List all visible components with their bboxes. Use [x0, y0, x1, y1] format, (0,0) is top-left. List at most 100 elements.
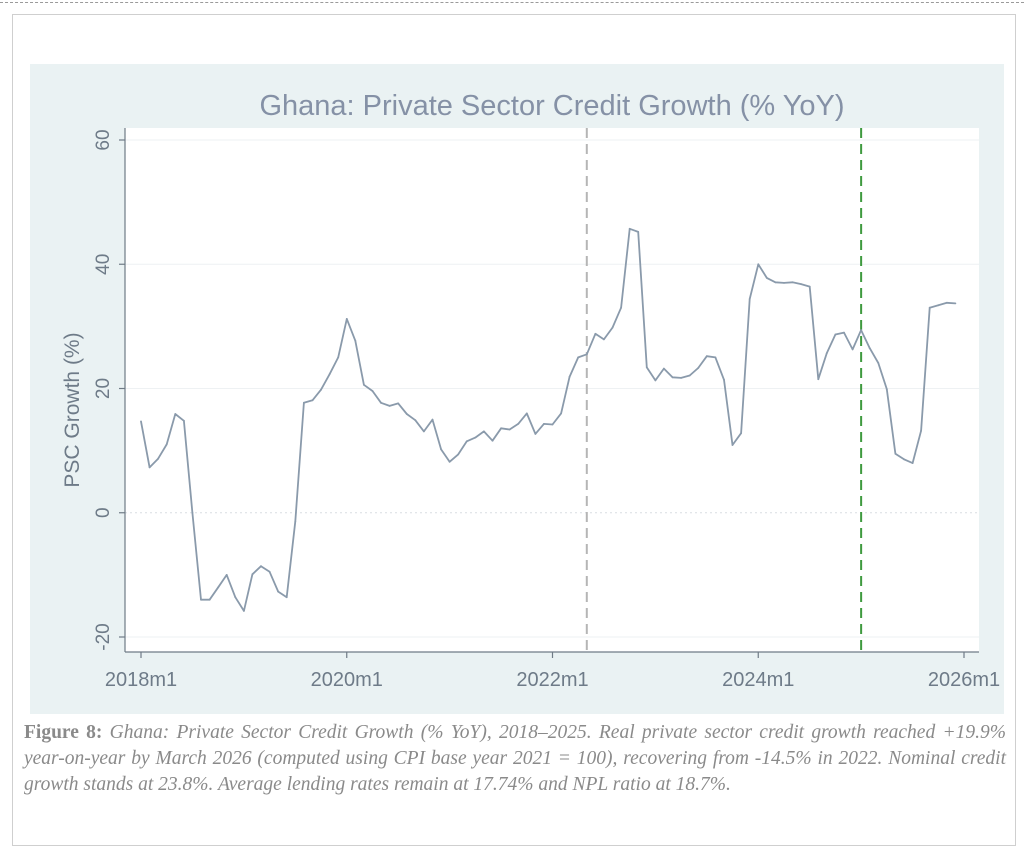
data-point: [140, 420, 142, 423]
data-point: [465, 440, 468, 443]
data-point: [740, 432, 742, 435]
top-dashed-border: [0, 2, 1024, 3]
data-point: [183, 419, 185, 422]
data-point: [165, 443, 168, 446]
data-point: [903, 458, 905, 461]
data-point: [877, 362, 880, 364]
data-point: [817, 378, 820, 381]
y-tick-label: 0: [93, 507, 114, 518]
data-point: [320, 388, 322, 391]
data-point: [268, 570, 271, 573]
data-point: [371, 390, 374, 392]
x-tick-label: 2024m1: [722, 669, 794, 691]
data-point: [448, 460, 451, 463]
data-point: [620, 306, 622, 309]
data-point: [388, 405, 391, 407]
data-point: [645, 366, 648, 369]
data-point: [860, 329, 862, 331]
data-point: [654, 379, 657, 382]
data-point: [697, 367, 700, 369]
data-point: [414, 419, 417, 422]
data-point: [474, 436, 477, 439]
caption-text: Ghana: Private Sector Credit Growth (% Y…: [24, 722, 1006, 795]
data-point: [885, 388, 888, 390]
data-point: [243, 610, 245, 612]
data-point: [491, 439, 494, 442]
caption-label: Figure 8:: [24, 722, 103, 743]
data-point: [568, 375, 571, 378]
x-tick-label: 2026m1: [928, 669, 1000, 691]
data-point: [191, 511, 194, 514]
data-point: [431, 418, 434, 421]
data-point: [757, 263, 760, 266]
data-point: [148, 466, 151, 469]
data-point: [937, 304, 940, 307]
data-point: [423, 430, 425, 433]
data-point: [920, 429, 922, 432]
data-point: [843, 331, 845, 334]
data-point: [174, 413, 177, 415]
data-point: [637, 231, 640, 233]
y-axis-label: PSC Growth (%): [61, 332, 84, 487]
y-tick-label: 40: [93, 254, 114, 275]
data-point: [783, 282, 785, 284]
data-point: [345, 318, 348, 320]
data-point: [954, 302, 957, 305]
chart-svg: -20 0 20 40 60 2018m1 2020m1 2022m1 2024m1 2026m1…: [61, 90, 1000, 691]
data-point: [825, 352, 828, 354]
data-point: [765, 277, 768, 279]
data-point: [928, 306, 931, 309]
data-point: [328, 373, 331, 376]
y-tick-label: -20: [93, 623, 114, 650]
chart-title: Ghana: Private Sector Credit Growth (% Y…: [259, 90, 844, 122]
data-point: [208, 598, 211, 601]
data-point: [380, 401, 382, 404]
data-point: [217, 586, 220, 589]
data-point: [457, 453, 460, 456]
data-point: [157, 457, 160, 460]
x-tick-label: 2020m1: [311, 669, 383, 691]
data-point: [311, 399, 314, 402]
data-point: [354, 339, 357, 342]
data-point: [303, 401, 305, 404]
data-point: [260, 565, 262, 568]
data-point: [714, 356, 717, 359]
data-point: [200, 598, 202, 601]
data-point: [723, 378, 725, 381]
data-point: [285, 596, 288, 599]
data-point: [808, 285, 811, 288]
data-point: [834, 333, 837, 336]
data-point: [363, 383, 365, 386]
data-point: [774, 281, 777, 284]
data-point: [680, 377, 682, 379]
data-point: [868, 347, 871, 349]
data-point: [543, 423, 545, 425]
x-tick-label: 2018m1: [105, 669, 177, 691]
data-point: [894, 452, 897, 455]
y-tick-label: 20: [93, 378, 114, 399]
data-point: [560, 412, 562, 415]
y-tick-label: 60: [93, 129, 114, 150]
data-point: [911, 462, 914, 464]
data-point: [611, 326, 614, 329]
data-point: [791, 281, 794, 284]
figure-caption: Figure 8: Ghana: Private Sector Credit G…: [24, 720, 1006, 798]
data-point: [688, 374, 691, 377]
plot-area: [125, 128, 979, 652]
data-point: [731, 444, 734, 446]
data-point: [671, 376, 674, 379]
x-tick-label: 2022m1: [516, 669, 588, 691]
data-point: [483, 430, 485, 433]
data-point: [508, 428, 511, 431]
psc-growth-series-line: [140, 227, 956, 612]
data-point: [251, 573, 254, 576]
data-point: [405, 413, 408, 415]
data-point: [800, 283, 802, 285]
data-point: [748, 298, 751, 300]
data-point: [525, 412, 528, 415]
data-point: [603, 338, 605, 341]
data-point: [440, 448, 442, 451]
data-point: [234, 596, 237, 599]
data-point: [277, 590, 280, 593]
data-point: [397, 402, 400, 405]
